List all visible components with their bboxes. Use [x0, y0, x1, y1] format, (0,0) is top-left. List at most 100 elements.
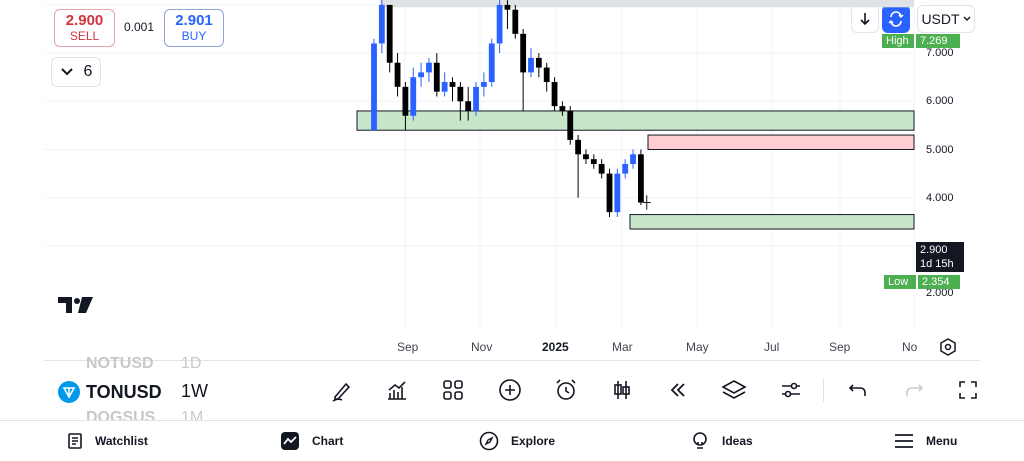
candle-body [481, 82, 487, 87]
currency-label: USDT [921, 11, 960, 27]
candle [449, 77, 456, 102]
nav-menu-label: Menu [926, 434, 958, 448]
chevron-down-icon [60, 68, 73, 76]
interval-option[interactable]: 1D [181, 355, 202, 372]
candle [504, 0, 511, 29]
supply-zone[interactable] [380, 0, 914, 8]
candle-body [520, 33, 527, 73]
nav-explore-label: Explore [511, 434, 556, 448]
candle-body [426, 62, 432, 73]
indicator-count: 6 [83, 63, 93, 80]
sync-button[interactable] [882, 5, 910, 33]
arrow-down-icon [860, 13, 870, 26]
undo-icon [848, 384, 866, 396]
alert-button[interactable] [550, 374, 582, 406]
nav-watchlist[interactable]: Watchlist [67, 421, 148, 461]
indicators-button[interactable] [381, 374, 413, 406]
candle-body [551, 82, 558, 107]
candle-body [473, 86, 479, 111]
currency-select[interactable]: USDT [917, 5, 975, 33]
nav-menu[interactable]: Menu [894, 421, 957, 461]
interval-current[interactable]: 1W [181, 381, 208, 401]
candle-body [402, 86, 409, 116]
candle-body [457, 86, 464, 102]
fullscreen-icon [959, 381, 977, 399]
time-tick-year: 2025 [542, 340, 569, 354]
candle [465, 86, 472, 121]
brush-tool-button[interactable] [326, 374, 358, 406]
redo-button[interactable] [898, 374, 930, 406]
nav-ideas[interactable]: Ideas [690, 421, 753, 461]
layouts-button[interactable] [437, 374, 469, 406]
candle-body [630, 154, 636, 164]
candle [481, 72, 487, 97]
buy-button[interactable]: 2.901 BUY [164, 9, 224, 47]
indicator-chart-icon [388, 381, 406, 400]
layers-icon [721, 380, 747, 399]
candle [418, 62, 424, 87]
chart-settings-icon[interactable] [940, 338, 956, 356]
candle-body [496, 4, 503, 44]
high-label: High [882, 34, 914, 48]
candle-body [441, 82, 448, 92]
object-tree-button[interactable] [718, 374, 750, 406]
demand-zone[interactable] [629, 214, 915, 230]
candle-body [371, 43, 377, 131]
toolbar-divider [823, 378, 824, 402]
candle-body [433, 62, 440, 92]
demand-zone[interactable] [356, 110, 915, 131]
sell-button[interactable]: 2.900 SELL [54, 9, 115, 47]
candles-icon [614, 381, 630, 399]
bar-countdown: 1d 15h [920, 258, 954, 270]
plus-circle-icon [499, 379, 521, 401]
replay-button[interactable] [662, 374, 694, 406]
bottom-navigation: Watchlist Chart Explore Ideas Menu [0, 420, 1024, 461]
candle-body [598, 163, 605, 174]
candle [371, 38, 377, 131]
lightbulb-icon [693, 432, 707, 449]
interval-option[interactable]: 1M [181, 409, 204, 420]
undo-button[interactable] [842, 374, 874, 406]
redo-icon [906, 384, 924, 396]
symbol-current[interactable]: TONUSD [86, 382, 162, 402]
indicator-collapse-toggle[interactable]: 6 [51, 57, 101, 87]
chart-type-button[interactable] [606, 374, 638, 406]
price-chart[interactable] [0, 0, 1024, 360]
watchlist-icon [68, 433, 82, 449]
nav-explore[interactable]: Explore [479, 421, 555, 461]
candle [622, 159, 629, 179]
add-button[interactable] [494, 374, 526, 406]
settings-button[interactable] [775, 374, 807, 406]
nav-chart[interactable]: Chart [280, 421, 343, 461]
candle [520, 29, 527, 111]
candle [426, 57, 432, 83]
candle-body [622, 163, 629, 174]
grid-icon [443, 380, 463, 400]
candle-body [504, 4, 511, 10]
candle-body [394, 62, 401, 87]
candle [528, 48, 534, 78]
candle [583, 149, 589, 164]
candle [410, 67, 417, 121]
alarm-clock-icon [556, 379, 576, 400]
symbol-option[interactable]: DOGSUS [86, 409, 156, 420]
candle-body [638, 154, 644, 203]
candle-body [575, 139, 581, 155]
supply-zone[interactable] [647, 134, 915, 150]
candle [598, 159, 605, 179]
candle-body [583, 154, 589, 160]
candle [402, 82, 409, 131]
sell-price: 2.900 [65, 12, 104, 29]
symbol-picker[interactable]: NOTUSD TONUSD DOGSUS 1D 1W 1M [0, 355, 220, 420]
candle [457, 82, 464, 121]
fullscreen-button[interactable] [952, 374, 984, 406]
divider [44, 360, 980, 361]
symbol-option[interactable]: NOTUSD [86, 355, 154, 372]
candle-body [590, 159, 597, 164]
candle [559, 101, 566, 116]
ton-logo-icon [58, 381, 80, 403]
last-price-tag: 2.900 1d 15h [916, 242, 964, 272]
price-tick: 6.000 [926, 95, 954, 107]
candle-body [559, 106, 566, 111]
time-tick: Mar [612, 340, 633, 354]
